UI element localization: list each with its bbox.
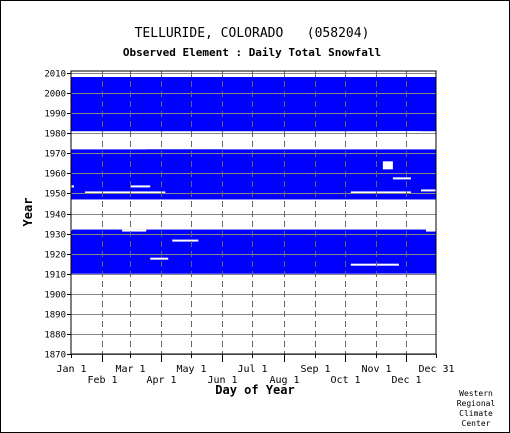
missing-segment — [350, 191, 411, 194]
missing-segment — [71, 139, 147, 150]
missing-segment — [122, 229, 147, 232]
credit-line: Climate — [459, 409, 493, 418]
observed-block — [71, 229, 436, 274]
y-tick-label: 2000 — [44, 90, 66, 100]
missing-segment — [130, 185, 151, 188]
missing-segment — [425, 227, 436, 232]
observed-block — [71, 77, 436, 132]
plot-area — [71, 77, 436, 278]
x-tick-labels: Jan 1 Mar 1 May 1 Jul 1 Sep 1 Nov 1 Dec 31 Feb … — [56, 364, 454, 386]
x-tick-label: Nov 1 — [361, 364, 391, 375]
missing-segment — [150, 257, 169, 260]
missing-segment — [350, 263, 399, 266]
missing-segment — [71, 229, 73, 231]
plot-border — [70, 70, 437, 355]
missing-segment — [172, 133, 199, 136]
y-tick-label: 1940 — [44, 211, 66, 221]
y-axis-label: Year — [21, 198, 35, 227]
y-tick-label: 2010 — [44, 70, 66, 80]
credit-line: Regional — [456, 399, 496, 408]
y-tick-label: 1960 — [44, 170, 66, 180]
chart-subtitle: Observed Element : Daily Total Snowfall — [123, 46, 381, 59]
x-tick-label: Jul 1 — [237, 364, 267, 375]
y-tick-labels: 2010 2000 1990 1980 1970 1960 1950 1940 1930 1920… — [44, 70, 66, 361]
grid-lines — [67, 71, 437, 362]
x-tick-label: Oct 1 — [330, 375, 360, 386]
chart-title: TELLURIDE, COLORADO (058204) — [135, 26, 370, 41]
x-tick-label: Feb 1 — [87, 375, 117, 386]
missing-segment — [85, 191, 166, 194]
x-tick-label: Sep 1 — [300, 364, 330, 375]
missing-segment — [172, 239, 199, 242]
missing-segment — [382, 161, 393, 170]
y-tick-label: 1880 — [44, 331, 66, 341]
y-tick-label: 1900 — [44, 291, 66, 301]
x-axis-label: Day of Year — [215, 383, 294, 397]
y-tick-label: 1990 — [44, 110, 66, 120]
y-tick-label: 1930 — [44, 231, 66, 241]
x-tick-label: Jan 1 — [56, 364, 86, 375]
missing-segment — [71, 185, 75, 188]
missing-segment — [220, 135, 436, 150]
credit-line: Center — [461, 419, 491, 428]
credit-block: Western Regional Climate Center — [452, 389, 500, 429]
observed-block — [71, 149, 436, 200]
x-tick-label: Mar 1 — [115, 364, 145, 375]
credit-line: Western — [459, 389, 493, 398]
x-tick-label: Jun 1 — [207, 375, 237, 386]
x-tick-label: Aug 1 — [269, 375, 299, 386]
x-tick-label: Dec 1 — [391, 375, 421, 386]
y-tick-label: 1910 — [44, 271, 66, 281]
y-tick-label: 1920 — [44, 251, 66, 261]
y-tick-label: 1980 — [44, 130, 66, 140]
missing-segment — [172, 139, 221, 142]
missing-segment — [392, 177, 411, 180]
y-tick-label: 1950 — [44, 190, 66, 200]
missing-segment — [420, 189, 436, 192]
y-tick-label: 1870 — [44, 351, 66, 361]
x-tick-label: Dec 31 — [418, 364, 454, 375]
y-tick-label: 1970 — [44, 150, 66, 160]
y-tick-label: 1890 — [44, 311, 66, 321]
missing-segment — [375, 273, 436, 278]
x-tick-label: May 1 — [176, 364, 206, 375]
x-tick-label: Apr 1 — [146, 375, 176, 386]
